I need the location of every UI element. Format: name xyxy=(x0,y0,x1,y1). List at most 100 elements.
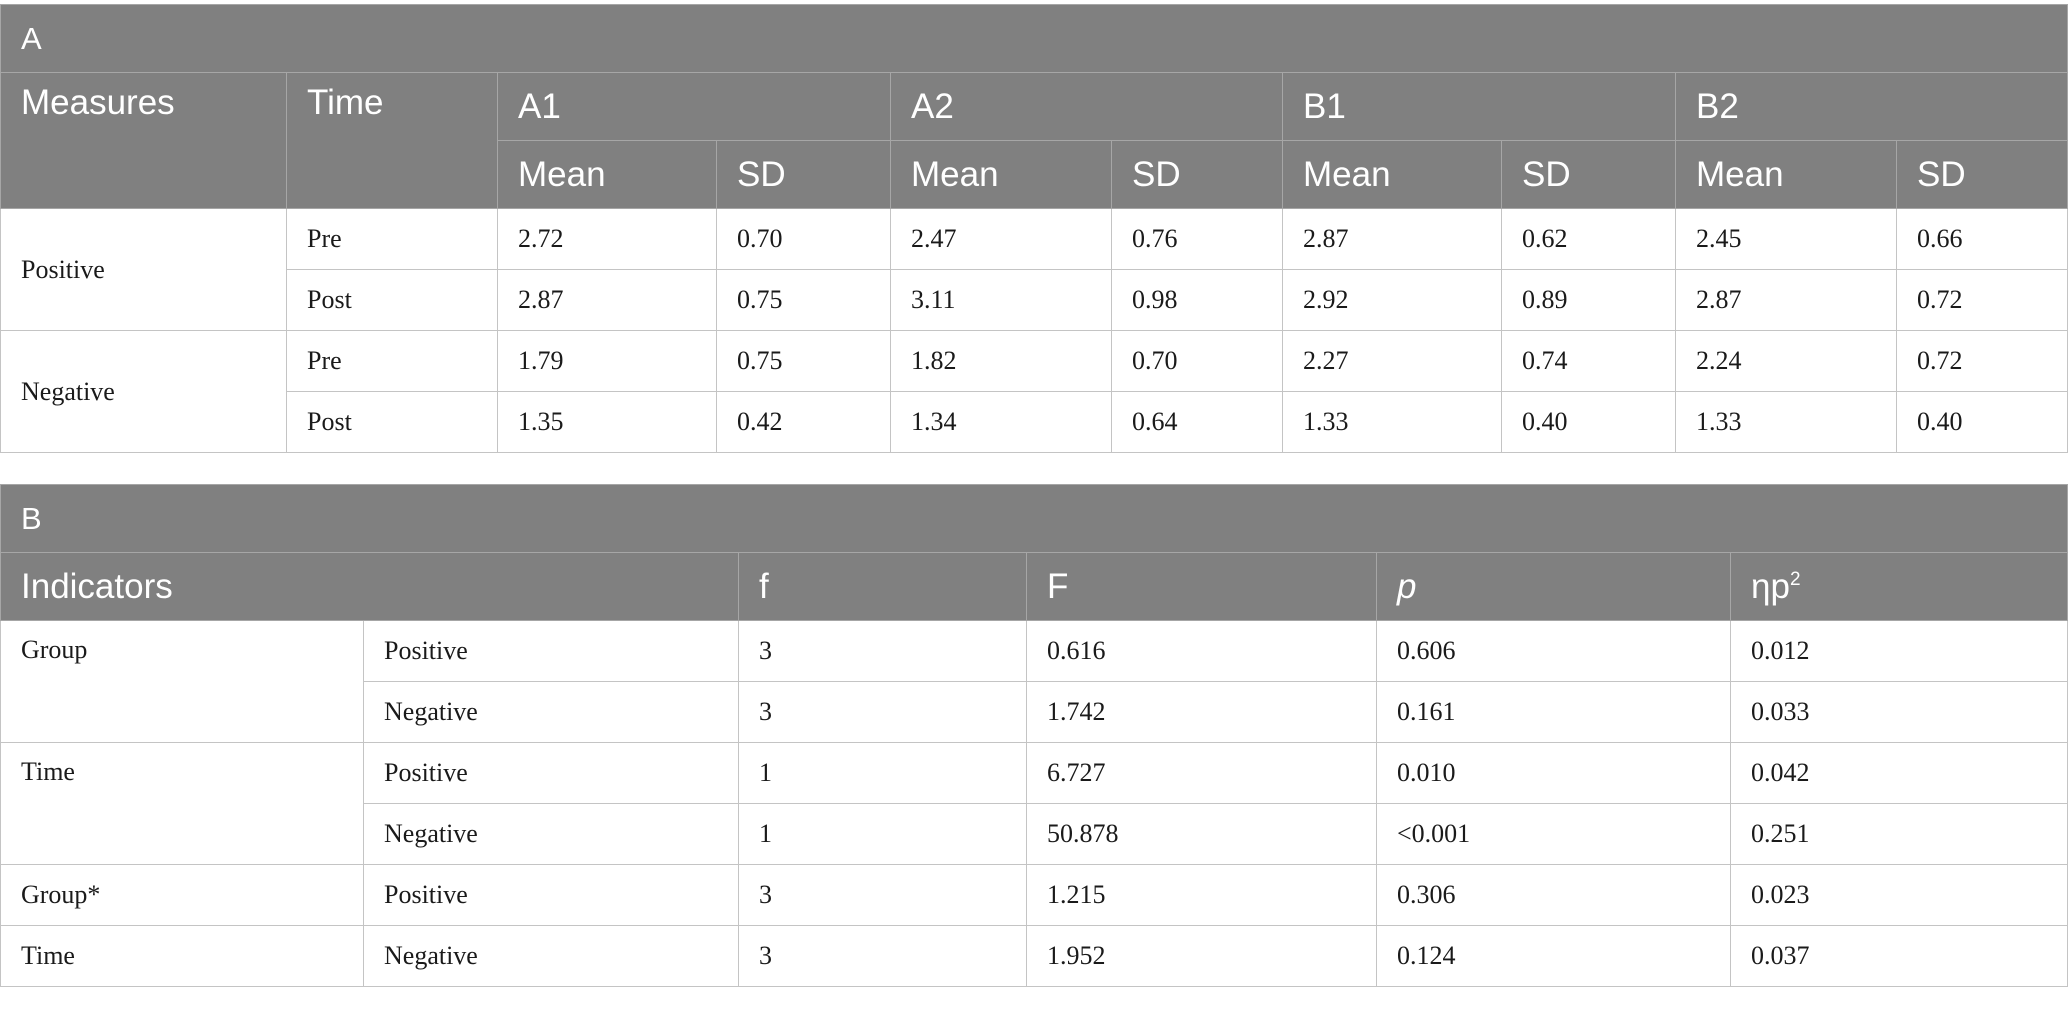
measure-cell: Positive xyxy=(0,208,287,331)
value-cell: 0.66 xyxy=(1895,208,2068,270)
value-cell: 0.76 xyxy=(1111,208,1283,270)
value-cell: 2.92 xyxy=(1282,269,1502,331)
df-cell: 3 xyxy=(738,925,1027,987)
value-cell: 0.75 xyxy=(716,330,891,392)
value-cell: 0.62 xyxy=(1501,208,1676,270)
measure-cell: Positive xyxy=(363,620,739,682)
sd-header: SD xyxy=(1895,140,2068,209)
table-row: Positive Pre 2.72 0.70 2.47 0.76 2.87 0.… xyxy=(0,208,2068,331)
f-statistic-cell: 0.616 xyxy=(1026,620,1377,682)
mean-header: Mean xyxy=(497,140,717,209)
value-cell: 0.89 xyxy=(1501,269,1676,331)
p-value-cell: 0.606 xyxy=(1376,620,1731,682)
table-row: Negative 1 50.878 <0.001 0.251 xyxy=(1,803,2068,865)
value-cell: 2.87 xyxy=(1282,208,1502,270)
panel-label-b: B xyxy=(0,484,2068,553)
table-row: Negative Pre 1.79 0.75 1.82 0.70 2.27 0.… xyxy=(0,330,2068,453)
df-cell: 1 xyxy=(738,803,1027,865)
measure-cell: Positive xyxy=(363,864,739,926)
group-header-a1: A1 xyxy=(497,72,891,141)
time-cell: Post xyxy=(286,391,498,453)
time-header: Time xyxy=(286,72,498,209)
value-cell: 0.40 xyxy=(1895,391,2068,453)
eta-cell: 0.023 xyxy=(1729,864,2068,926)
group-header-b1: B1 xyxy=(1282,72,1676,141)
value-cell: 2.47 xyxy=(890,208,1112,270)
value-cell: 1.79 xyxy=(497,330,717,392)
sd-header: SD xyxy=(1111,140,1283,209)
table-row: Time Positive 1 6.727 0.010 0.042 xyxy=(0,742,2068,865)
df-cell: 1 xyxy=(738,742,1027,804)
value-cell: 2.87 xyxy=(1675,269,1897,331)
value-cell: 0.72 xyxy=(1895,269,2068,331)
descriptive-statistics-table: A Measures Time A1 A2 B1 B2 Mean SD Mean… xyxy=(0,4,2068,453)
table-row: Time Negative 3 1.952 0.124 0.037 xyxy=(0,925,2068,987)
value-cell: 2.24 xyxy=(1675,330,1897,392)
f-statistic-cell: 1.215 xyxy=(1026,864,1377,926)
value-cell: 1.82 xyxy=(890,330,1112,392)
p-value-cell: 0.306 xyxy=(1376,864,1731,926)
header-row: Indicators f F p ηp2 xyxy=(0,552,2068,621)
f-statistic-cell: 50.878 xyxy=(1026,803,1377,865)
panel-label-row: A xyxy=(0,4,2068,73)
header-row: Measures Time A1 A2 B1 B2 xyxy=(0,72,2068,209)
value-cell: 0.42 xyxy=(716,391,891,453)
table-row: Group* Positive 3 1.215 0.306 0.023 xyxy=(0,864,2068,926)
sd-header: SD xyxy=(716,140,891,209)
value-cell: 1.33 xyxy=(1675,391,1897,453)
value-cell: 0.98 xyxy=(1111,269,1283,331)
measure-cell: Negative xyxy=(0,330,287,453)
table-row: Post 1.35 0.42 1.34 0.64 1.33 0.40 1.33 … xyxy=(1,391,2068,453)
value-cell: 2.72 xyxy=(497,208,717,270)
f-statistic-cell: 1.952 xyxy=(1026,925,1377,987)
value-cell: 0.40 xyxy=(1501,391,1676,453)
group-header-b2: B2 xyxy=(1674,72,2068,141)
time-cell: Pre xyxy=(286,208,498,270)
p-value-cell: 0.124 xyxy=(1376,925,1731,987)
value-cell: 1.33 xyxy=(1282,391,1502,453)
value-cell: 0.74 xyxy=(1501,330,1676,392)
value-cell: 2.87 xyxy=(497,269,717,331)
panel-label-row: B xyxy=(0,484,2068,553)
value-cell: 0.70 xyxy=(1111,330,1283,392)
table-row: Group Positive 3 0.616 0.606 0.012 xyxy=(0,620,2068,743)
eta-cell: 0.251 xyxy=(1729,803,2068,865)
f-statistic-cell: 1.742 xyxy=(1026,681,1377,743)
measure-cell: Negative xyxy=(363,681,739,743)
value-cell: 1.34 xyxy=(890,391,1112,453)
value-cell: 2.27 xyxy=(1282,330,1502,392)
measure-cell: Negative xyxy=(363,925,739,987)
measures-header: Measures xyxy=(0,72,287,209)
p-value-cell: <0.001 xyxy=(1376,803,1731,865)
p-value-cell: 0.161 xyxy=(1376,681,1731,743)
eta-cell: 0.033 xyxy=(1729,681,2068,743)
indicators-header: Indicators xyxy=(0,552,739,621)
value-cell: 1.35 xyxy=(497,391,717,453)
f-statistic-cell: 6.727 xyxy=(1026,742,1377,804)
df-cell: 3 xyxy=(738,681,1027,743)
subheader-row: Mean SD Mean SD Mean SD Mean SD xyxy=(1,140,2068,209)
group-header-a2: A2 xyxy=(890,72,1283,141)
time-cell: Post xyxy=(286,269,498,331)
p-value-header: p xyxy=(1376,552,1731,621)
eta-cell: 0.012 xyxy=(1729,620,2068,682)
eta-symbol: ηp xyxy=(1751,566,1790,606)
indicator-cell: Group xyxy=(0,620,364,743)
anova-results-table: B Indicators f F p ηp2 Group Positive 3 … xyxy=(0,484,2068,987)
table-row: Post 2.87 0.75 3.11 0.98 2.92 0.89 2.87 … xyxy=(1,269,2068,331)
panel-label-a: A xyxy=(0,4,2068,73)
measure-cell: Positive xyxy=(363,742,739,804)
value-cell: 2.45 xyxy=(1675,208,1897,270)
p-value-cell: 0.010 xyxy=(1376,742,1731,804)
indicator-cell: Time xyxy=(0,925,364,987)
time-cell: Pre xyxy=(286,330,498,392)
eta-superscript: 2 xyxy=(1789,568,1801,590)
sd-header: SD xyxy=(1501,140,1676,209)
measure-cell: Negative xyxy=(363,803,739,865)
df-header: f xyxy=(738,552,1027,621)
indicator-cell: Group* xyxy=(0,864,364,926)
mean-header: Mean xyxy=(1675,140,1897,209)
df-cell: 3 xyxy=(738,620,1027,682)
f-statistic-header: F xyxy=(1026,552,1377,621)
eta-cell: 0.037 xyxy=(1729,925,2068,987)
